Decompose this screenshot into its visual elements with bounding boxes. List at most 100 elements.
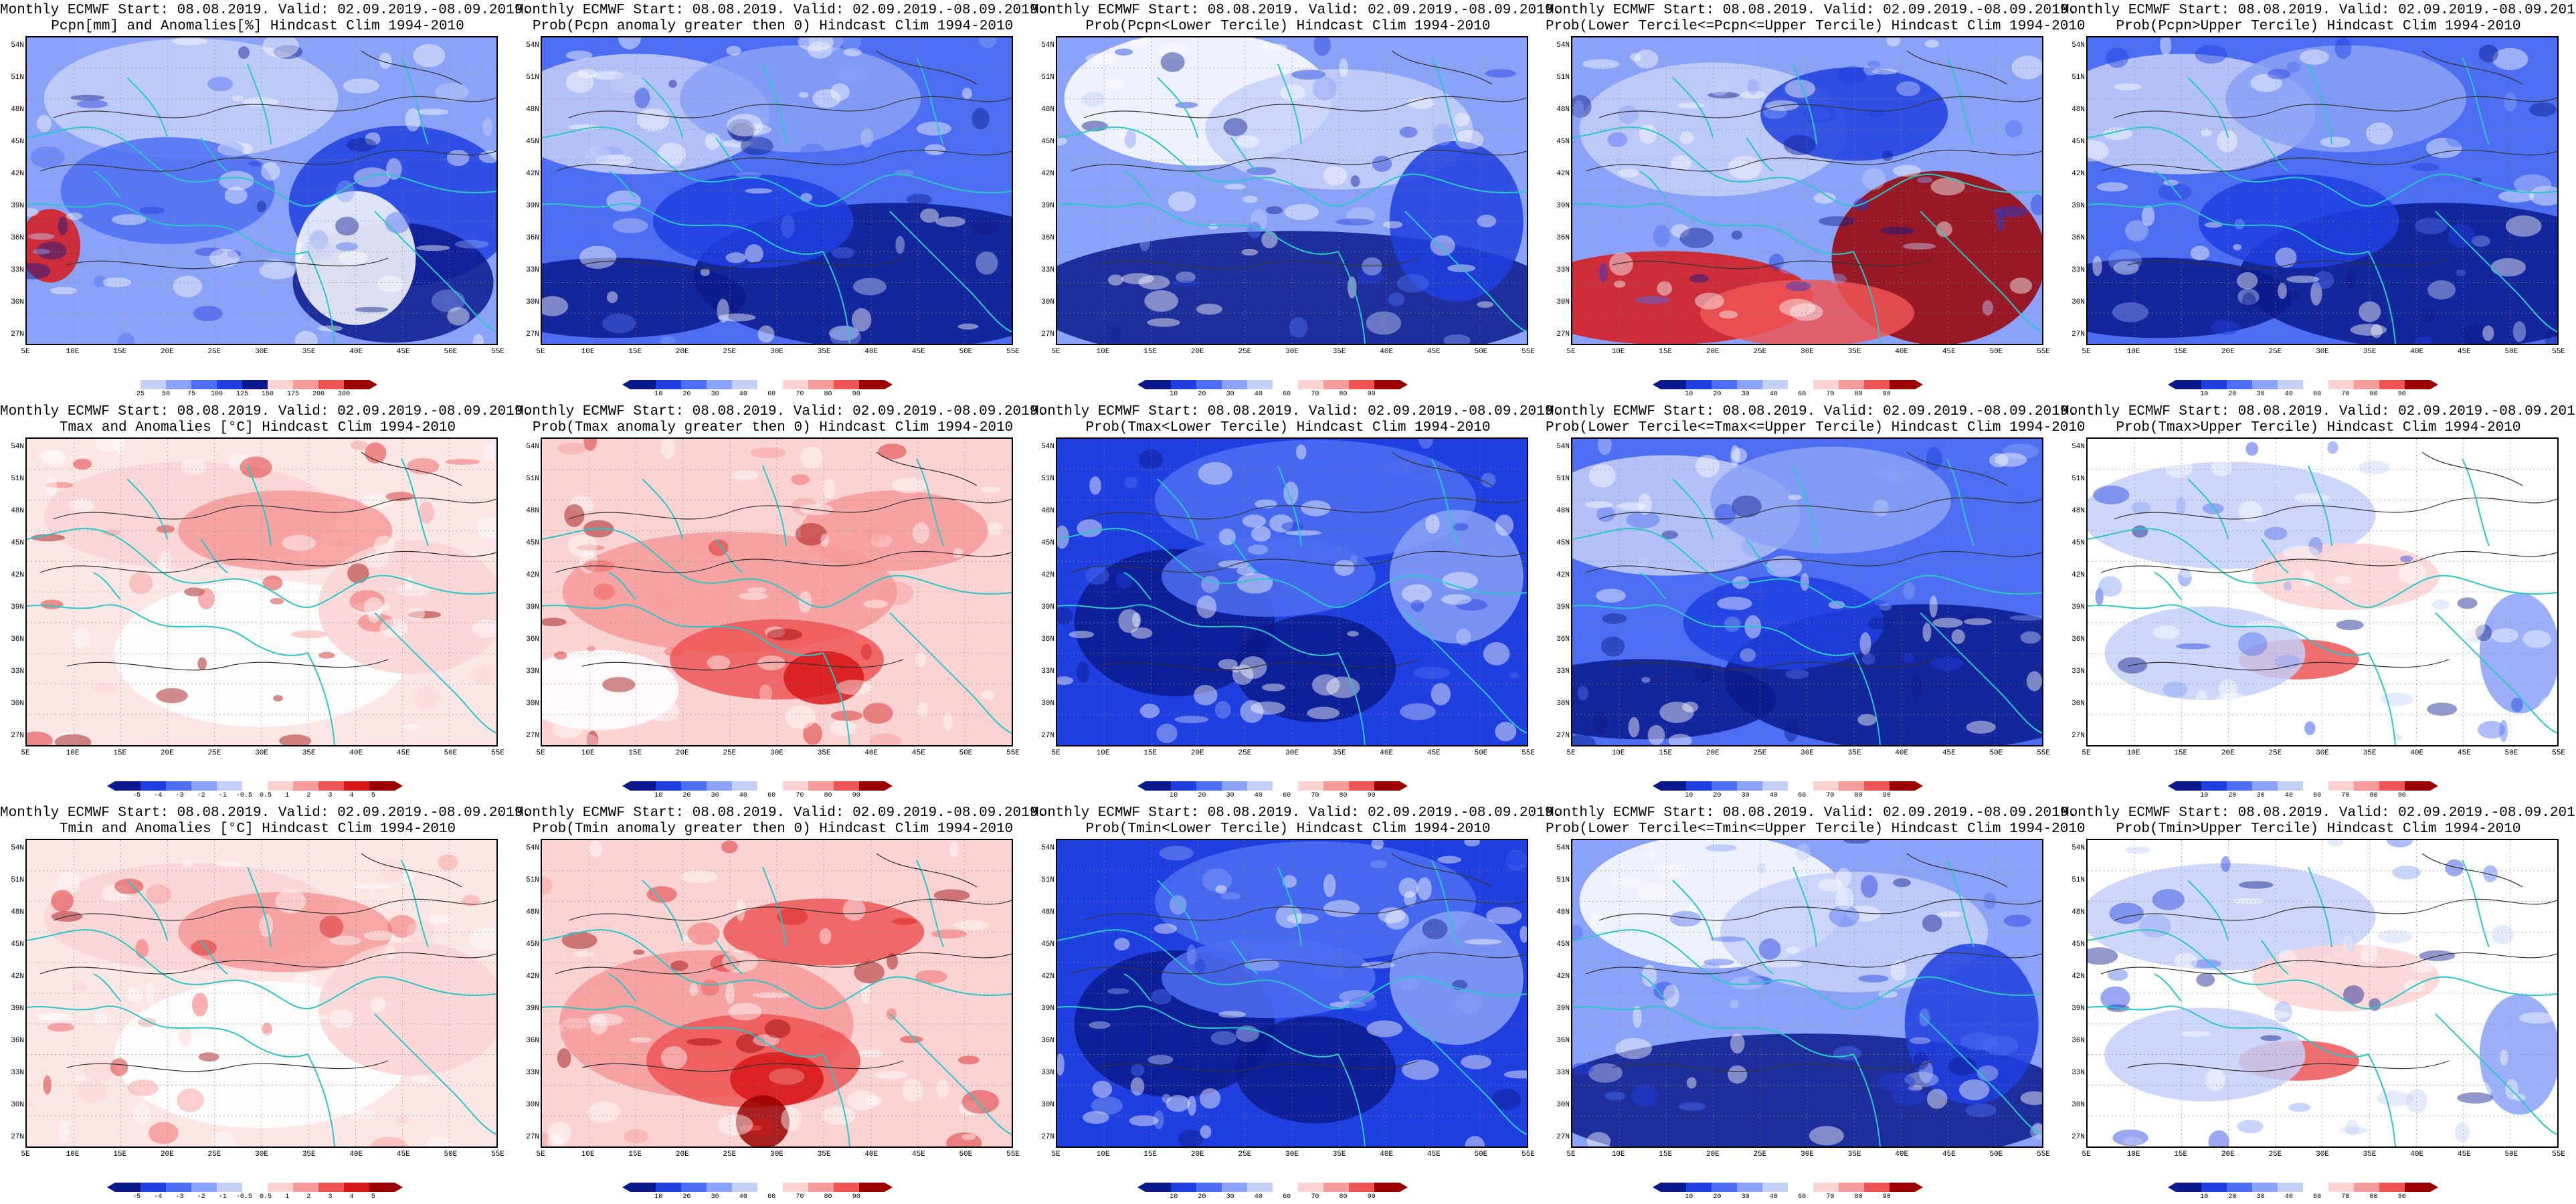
field-map xyxy=(1057,439,1527,745)
colorbar-tick-label: -2 xyxy=(197,1193,205,1201)
field-speckle xyxy=(767,628,802,641)
latitude-label: 36N xyxy=(2072,635,2085,643)
colorbar-segment xyxy=(1145,1183,1171,1192)
field-speckle xyxy=(1455,129,1484,150)
field-speckle xyxy=(846,1090,878,1111)
colorbar-arrow-left xyxy=(1653,781,1661,791)
colorbar-tick-label: 70 xyxy=(1311,391,1319,398)
field-speckle xyxy=(1483,641,1510,666)
field-speckle xyxy=(43,1075,52,1095)
field-speckle xyxy=(2221,856,2231,872)
field-speckle xyxy=(2318,1017,2347,1027)
field-speckle xyxy=(1382,221,1403,229)
panel-title-line1: Monthly ECMWF Start: 08.08.2019. Valid: … xyxy=(0,805,531,821)
field-speckle xyxy=(1410,599,1424,612)
field-speckle xyxy=(346,138,377,152)
colorbar-segment xyxy=(1323,781,1349,791)
field-speckle xyxy=(1766,555,1803,578)
field-speckle xyxy=(2124,846,2150,854)
colorbar-tick-label: 40 xyxy=(1769,792,1778,799)
field-speckle xyxy=(66,212,83,221)
field-speckle xyxy=(1437,856,1462,864)
field-speckle xyxy=(1819,216,1856,227)
colorbar-segment xyxy=(834,1183,859,1192)
field-speckle xyxy=(1859,632,1871,655)
field-speckle xyxy=(353,167,390,188)
field-speckle xyxy=(1657,281,1673,296)
field-speckle xyxy=(291,630,328,639)
field-speckle xyxy=(1124,477,1138,489)
longitude-label: 40E xyxy=(349,749,363,757)
field-speckle xyxy=(2237,1119,2264,1134)
colorbar-segment xyxy=(1273,380,1298,389)
colorbar-segment xyxy=(2227,380,2252,389)
field-speckle xyxy=(1730,1033,1745,1054)
field-map xyxy=(2088,840,2557,1146)
field-speckle xyxy=(1215,885,1227,894)
colorbar-tick-label: 20 xyxy=(1198,391,1206,398)
field-speckle xyxy=(1879,603,1892,611)
field-speckle xyxy=(1835,868,1851,887)
colorbar-tick-label: 90 xyxy=(1367,792,1376,799)
map-panel: Monthly ECMWF Start: 08.08.2019. Valid: … xyxy=(1030,401,1562,803)
field-speckle xyxy=(1572,94,1592,118)
colorbar-tick-label: 60 xyxy=(1283,792,1291,799)
field-speckle xyxy=(2478,44,2498,63)
coastline xyxy=(2435,1013,2557,1135)
colorbar-segment xyxy=(2278,380,2303,389)
field-speckle xyxy=(279,734,312,745)
contour-line xyxy=(2114,497,2557,520)
field-speckle xyxy=(248,161,263,167)
latitude-label: 33N xyxy=(1041,668,1054,676)
field-speckle xyxy=(1081,91,1105,107)
contour-line xyxy=(361,853,462,888)
field-speckle xyxy=(2158,183,2192,201)
field-speckle xyxy=(1057,607,1073,625)
field-speckle xyxy=(1902,243,1936,250)
field-speckle xyxy=(2275,247,2297,268)
colorbar-tick-label: 40 xyxy=(1254,792,1263,799)
field-speckle xyxy=(217,141,254,157)
colorbar-arrow-left xyxy=(1653,380,1661,389)
field-speckle xyxy=(2425,138,2462,159)
contour-line xyxy=(1070,550,1527,573)
field-speckle xyxy=(2340,634,2355,646)
colorbar-tick-label: 30 xyxy=(1741,792,1750,799)
field-speckle xyxy=(211,1132,235,1146)
colorbar-segment xyxy=(681,781,707,791)
field-speckle xyxy=(2100,986,2130,1010)
coastline xyxy=(542,126,1012,207)
field-speckle xyxy=(446,149,470,167)
field-speckle xyxy=(1930,177,1965,196)
field-speckle xyxy=(1871,68,1898,75)
field-speckle xyxy=(2237,632,2268,656)
colorbar-tick-label: 20 xyxy=(1713,1193,1722,1201)
field-speckle xyxy=(2405,1089,2427,1113)
field-speckle xyxy=(1370,860,1388,869)
contour-line xyxy=(2100,149,2557,172)
field-speckle xyxy=(238,46,250,60)
longitude-label: 5E xyxy=(1566,749,1576,757)
coastline xyxy=(608,973,636,1001)
longitude-label: 50E xyxy=(959,1150,973,1159)
coastline xyxy=(2088,528,2557,608)
field-speckle xyxy=(2413,1079,2444,1088)
longitude-label: 35E xyxy=(817,749,831,757)
latitude-label: 48N xyxy=(11,908,24,916)
field-speckle xyxy=(2336,1125,2345,1146)
colorbar-tick-label: 90 xyxy=(1882,391,1891,398)
field-speckle xyxy=(1800,573,1809,591)
field-speckle xyxy=(76,1080,108,1103)
field-speckle xyxy=(2234,219,2245,229)
longitude-label: 45E xyxy=(2457,1150,2471,1159)
longitude-label: 15E xyxy=(1143,1150,1158,1159)
latitude-label: 45N xyxy=(1041,940,1054,948)
field-speckle xyxy=(318,651,335,659)
coastline xyxy=(1157,478,1198,540)
field-speckle xyxy=(764,1019,791,1039)
field-speckle xyxy=(1833,1045,1862,1061)
field-speckle xyxy=(2338,1126,2367,1134)
longitude-label: 15E xyxy=(2174,1150,2188,1159)
colorbar-segment xyxy=(732,781,757,791)
panel-title: Monthly ECMWF Start: 08.08.2019. Valid: … xyxy=(2061,3,2576,35)
